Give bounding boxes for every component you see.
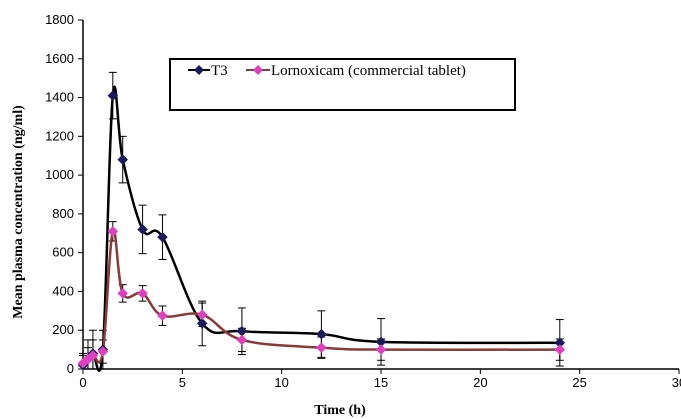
axes <box>78 19 680 374</box>
y-tick-label: 1000 <box>45 167 74 182</box>
y-tick-label: 1200 <box>45 128 74 143</box>
y-tick-label: 1400 <box>45 90 74 105</box>
y-tick-label: 1800 <box>45 12 74 27</box>
data-point-t3 <box>117 154 129 165</box>
data-point-lornoxicam <box>137 288 148 299</box>
x-tick-label: 5 <box>179 375 186 390</box>
legend-label-lornoxicam: Lornoxicam (commercial tablet) <box>271 63 466 79</box>
data-point-lornoxicam <box>554 344 566 355</box>
data-point-lornoxicam <box>157 310 168 322</box>
y-tick-label: 1600 <box>45 51 74 66</box>
series-line-t3 <box>82 85 560 372</box>
y-tick-label: 600 <box>52 245 74 260</box>
data-point-lornoxicam <box>375 344 387 355</box>
data-point-t3 <box>137 224 148 235</box>
data-point-t3 <box>107 90 119 101</box>
data-point-lornoxicam <box>117 288 129 299</box>
tick-labels: 0 5 10 15 20 25 30 0 200 400 600 800 1000 1200 1400 160… <box>45 12 681 390</box>
data-point-lornoxicam <box>196 309 208 321</box>
x-tick-label: 20 <box>473 375 487 390</box>
series-markers <box>77 90 566 371</box>
data-point-lornoxicam <box>97 346 109 357</box>
data-point-lornoxicam <box>236 334 248 346</box>
legend-box <box>169 58 516 111</box>
legend-marker-t3 <box>194 65 204 75</box>
x-tick-label: 10 <box>274 375 288 390</box>
data-point-lornoxicam <box>87 350 99 361</box>
y-tick-label: 0 <box>67 361 74 376</box>
data-point-lornoxicam <box>107 225 119 237</box>
x-tick-label: 25 <box>572 375 586 390</box>
x-axis-title: Time (h) <box>314 403 366 418</box>
y-tick-label: 400 <box>52 283 74 298</box>
y-axis-title: Mean plasma concentration (ng/ml) <box>11 105 26 319</box>
error-bars <box>79 71 564 370</box>
data-point-lornoxicam <box>316 342 327 354</box>
y-tick-label: 800 <box>52 206 74 221</box>
y-tick-label: 200 <box>52 322 74 337</box>
data-point-t3 <box>316 328 327 340</box>
x-tick-label: 0 <box>79 375 86 390</box>
legend-label-t3: T3 <box>211 63 228 79</box>
legend: T3 Lornoxicam (commercial tablet) <box>169 58 516 111</box>
legend-marker-lornoxicam <box>253 65 263 75</box>
x-tick-label: 30 <box>672 375 681 390</box>
data-point-t3 <box>157 231 168 243</box>
data-point-t3 <box>196 318 208 329</box>
x-tick-label: 15 <box>374 375 388 390</box>
